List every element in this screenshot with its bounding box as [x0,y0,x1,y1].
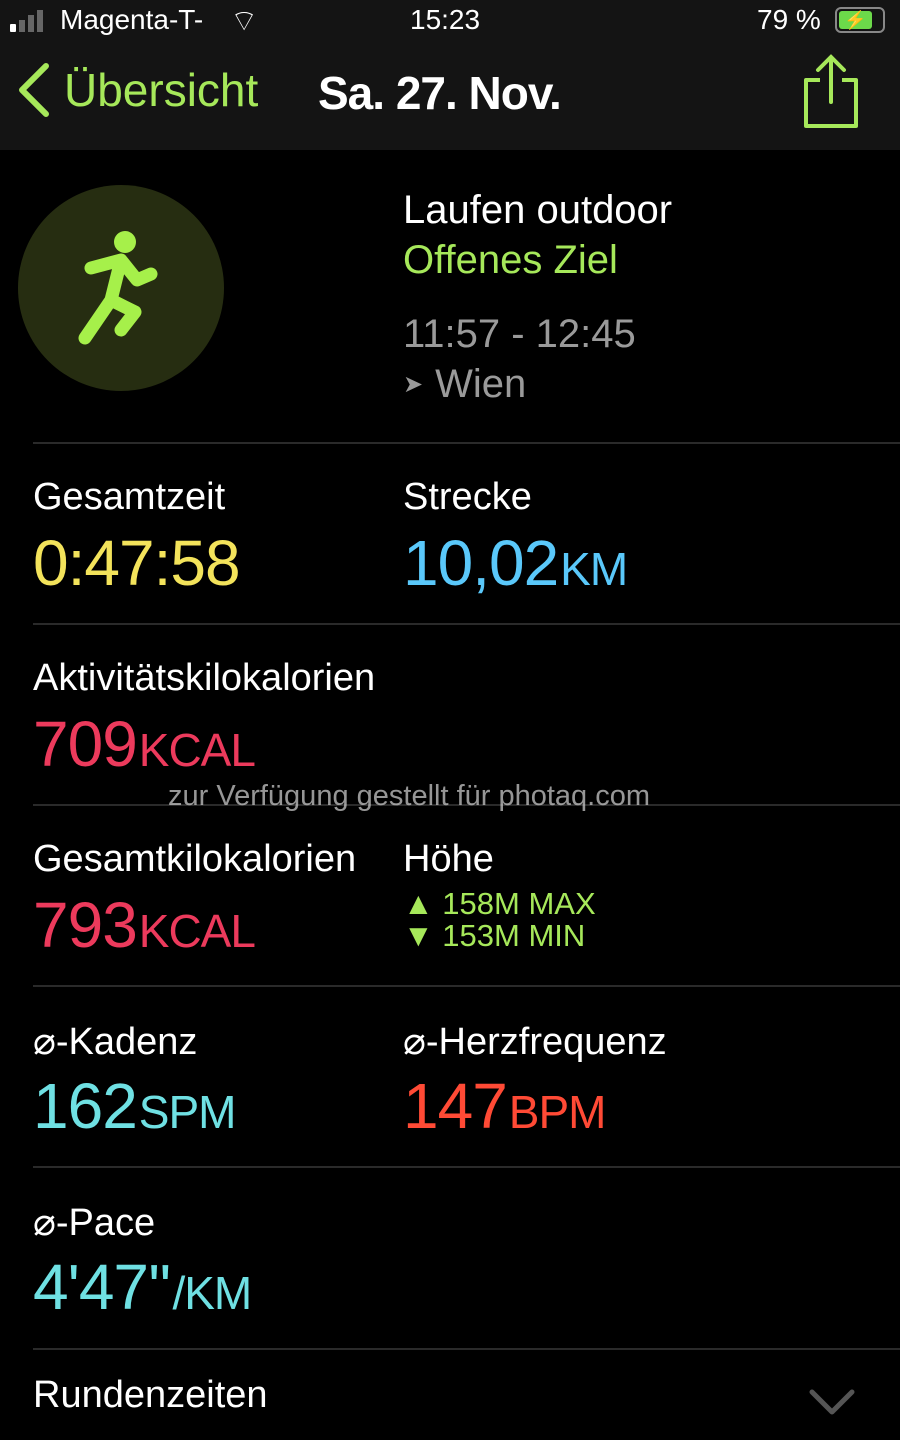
wifi-icon: ⌔ [230,5,259,38]
active-kcal-label: Aktivitätskilokalorien [33,657,376,699]
pace-unit: /KM [172,1267,252,1319]
divider [33,623,900,625]
heart-rate-unit: BPM [508,1086,607,1138]
signal-icon [10,10,43,32]
workout-type: Laufen outdoor [403,188,673,232]
total-kcal-unit: KCAL [138,905,256,957]
divider [33,1166,900,1168]
elevation-label: Höhe [403,838,494,880]
share-icon[interactable] [800,54,862,130]
chevron-left-icon [19,63,49,117]
elevation-min-value: 153M MIN [442,918,586,953]
pace-number: 4'47'' [33,1251,171,1323]
cadence-unit: SPM [138,1086,237,1138]
chevron-down-icon[interactable] [808,1388,856,1416]
battery-icon: ⚡ [835,7,885,33]
total-time-value: 0:47:58 [33,527,241,599]
elevation-max-value: 158M MAX [442,886,596,921]
watermark: zur Verfügung gestellt für photaq.com [168,780,651,812]
triangle-down-icon: ▼ [403,918,443,953]
heart-rate-number: 147 [403,1070,508,1142]
divider [33,1348,900,1350]
location-arrow-icon: ➤ [403,371,424,398]
workout-goal: Offenes Ziel [403,238,618,282]
time-range: 11:57 - 12:45 [403,312,636,356]
distance-unit: KM [560,543,628,595]
cadence-value: 162SPM [33,1069,237,1143]
divider [33,442,900,444]
active-kcal-number: 709 [33,708,138,780]
back-button[interactable]: Übersicht [14,62,258,118]
battery-percent: 79 % [757,4,821,35]
header [0,0,900,150]
workout-icon [18,185,224,391]
heart-rate-label: ⌀-Herzfrequenz [403,1021,667,1063]
elevation-min: ▼ 153M MIN [403,918,585,954]
total-kcal-value: 793KCAL [33,888,256,962]
distance-number: 10,02 [403,527,559,599]
distance-value: 10,02KM [403,526,628,600]
triangle-up-icon: ▲ [403,886,443,921]
active-kcal-unit: KCAL [138,724,256,776]
cadence-number: 162 [33,1070,138,1142]
splits-row[interactable]: Rundenzeiten [0,1350,900,1440]
total-kcal-label: Gesamtkilokalorien [33,838,357,880]
heart-rate-value: 147BPM [403,1069,607,1143]
pace-value: 4'47''/KM [33,1250,252,1324]
divider [33,804,900,806]
active-kcal-value: 709KCAL [33,707,256,781]
clock: 15:23 [410,4,481,35]
elevation-max: ▲ 158M MAX [403,886,596,922]
pace-label: ⌀-Pace [33,1202,156,1244]
total-time-label: Gesamtzeit [33,476,226,518]
location: ➤ Wien [403,362,526,407]
location-name: Wien [435,362,527,406]
divider [33,985,900,987]
splits-label: Rundenzeiten [33,1374,268,1416]
page-title: Sa. 27. Nov. [318,67,562,119]
distance-label: Strecke [403,476,532,518]
back-label: Übersicht [64,64,259,116]
total-kcal-number: 793 [33,889,138,961]
running-figure-icon [78,231,158,345]
carrier: Magenta-T- [60,4,204,35]
cadence-label: ⌀-Kadenz [33,1021,198,1063]
